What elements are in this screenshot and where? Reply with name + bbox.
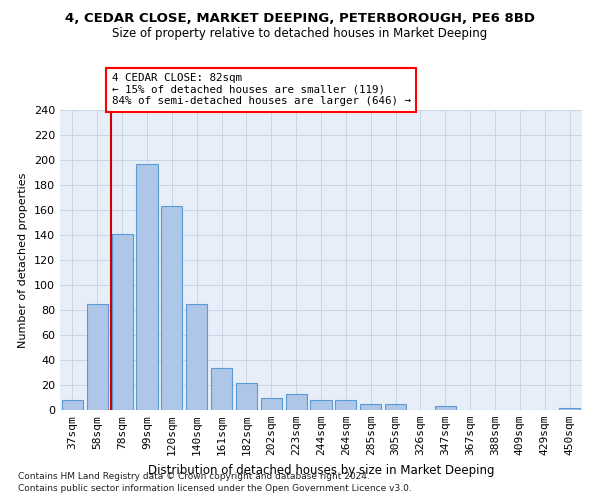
Bar: [87, 304, 108, 410]
Bar: [435, 406, 456, 410]
Y-axis label: Number of detached properties: Number of detached properties: [19, 172, 28, 348]
X-axis label: Distribution of detached houses by size in Market Deeping: Distribution of detached houses by size …: [148, 464, 494, 476]
Text: 4 CEDAR CLOSE: 82sqm
← 15% of detached houses are smaller (119)
84% of semi-deta: 4 CEDAR CLOSE: 82sqm ← 15% of detached h…: [112, 73, 411, 106]
Bar: [161, 206, 182, 410]
Bar: [112, 234, 133, 410]
Bar: [136, 164, 158, 410]
Bar: [559, 408, 580, 410]
Text: Contains HM Land Registry data © Crown copyright and database right 2024.: Contains HM Land Registry data © Crown c…: [18, 472, 370, 481]
Bar: [211, 368, 232, 410]
Bar: [286, 394, 307, 410]
Bar: [236, 382, 257, 410]
Bar: [360, 404, 381, 410]
Bar: [385, 404, 406, 410]
Bar: [186, 304, 207, 410]
Bar: [310, 400, 332, 410]
Text: Size of property relative to detached houses in Market Deeping: Size of property relative to detached ho…: [112, 28, 488, 40]
Text: Contains public sector information licensed under the Open Government Licence v3: Contains public sector information licen…: [18, 484, 412, 493]
Bar: [62, 400, 83, 410]
Bar: [335, 400, 356, 410]
Text: 4, CEDAR CLOSE, MARKET DEEPING, PETERBOROUGH, PE6 8BD: 4, CEDAR CLOSE, MARKET DEEPING, PETERBOR…: [65, 12, 535, 26]
Bar: [261, 398, 282, 410]
